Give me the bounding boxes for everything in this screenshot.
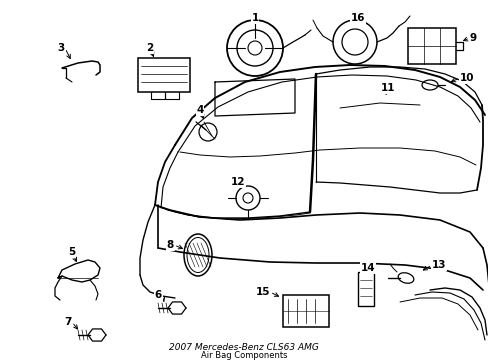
- Bar: [357, 272, 373, 306]
- Text: Air Bag Components: Air Bag Components: [201, 351, 286, 360]
- Text: 10: 10: [459, 73, 473, 83]
- Text: 14: 14: [360, 263, 375, 273]
- Text: 5: 5: [68, 247, 76, 257]
- Text: 1: 1: [251, 13, 258, 23]
- Text: 9: 9: [469, 33, 476, 43]
- Text: 11: 11: [380, 83, 394, 93]
- Text: 16: 16: [350, 13, 365, 23]
- Text: 8: 8: [166, 240, 174, 250]
- Bar: [138, 58, 190, 92]
- Text: 2007 Mercedes-Benz CLS63 AMG: 2007 Mercedes-Benz CLS63 AMG: [169, 343, 318, 352]
- Text: 4: 4: [196, 105, 203, 115]
- Text: 13: 13: [431, 260, 446, 270]
- Text: 2: 2: [146, 43, 153, 53]
- Text: 12: 12: [230, 177, 245, 187]
- Bar: [407, 28, 455, 64]
- Text: 7: 7: [64, 317, 72, 327]
- Text: 6: 6: [154, 290, 162, 300]
- Text: 15: 15: [255, 287, 269, 297]
- Text: 3: 3: [58, 43, 65, 53]
- Bar: [283, 295, 328, 327]
